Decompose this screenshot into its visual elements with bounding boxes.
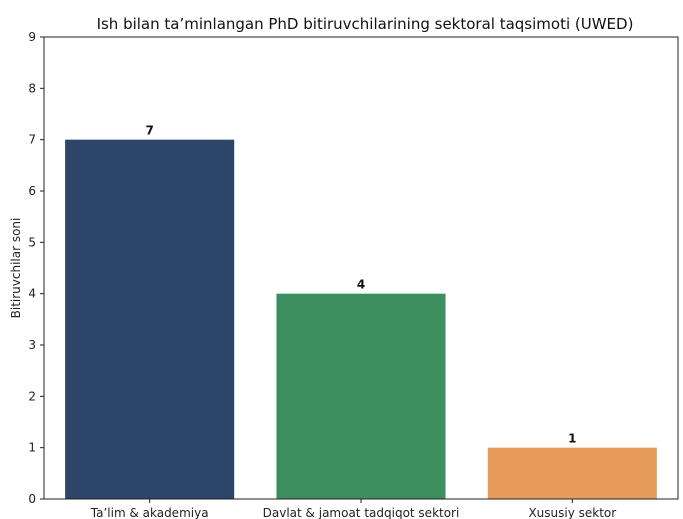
y-tick-label: 3 [28, 338, 36, 352]
x-tick-label: Xususiy sektor [528, 506, 616, 519]
chart-title: Ish bilan ta’minlangan PhD bitiruvchilar… [97, 15, 634, 33]
y-tick-label: 4 [28, 287, 36, 301]
x-tick-label: Davlat & jamoat tadqiqot sektori [263, 506, 460, 519]
y-tick-label: 9 [28, 30, 36, 44]
bar [276, 293, 446, 499]
bar-data-label: 4 [357, 278, 365, 292]
y-tick-label: 0 [28, 492, 36, 506]
bar [65, 139, 235, 499]
bar [487, 447, 657, 499]
x-axis: Ta’lim & akademiya Davlat & jamoat tadqiq… [90, 499, 616, 519]
y-axis: 0 1 2 3 4 5 6 7 8 9 [28, 30, 44, 506]
y-tick-label: 6 [28, 184, 36, 198]
x-tick-label: Ta’lim & akademiya [90, 506, 209, 519]
y-tick-label: 1 [28, 441, 36, 455]
y-tick-label: 7 [28, 133, 36, 147]
bar-data-label: 7 [145, 124, 153, 138]
y-axis-label: Bitiruvchilar soni [9, 218, 23, 319]
y-tick-label: 5 [28, 235, 36, 249]
y-tick-label: 2 [28, 389, 36, 403]
bar-data-label: 1 [568, 432, 576, 446]
plot-frame [43, 36, 679, 500]
y-tick-label: 8 [28, 81, 36, 95]
bars-group: 7 4 1 [65, 124, 657, 499]
